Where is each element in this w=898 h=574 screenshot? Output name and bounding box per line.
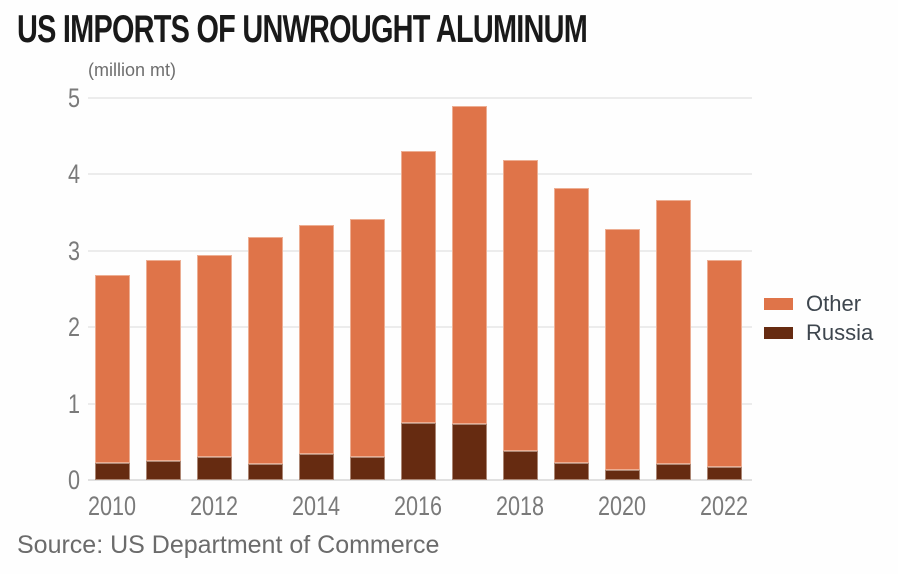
- bar-group-2011: [146, 259, 181, 480]
- chart-title: US IMPORTS OF UNWROUGHT ALUMINUM: [17, 8, 787, 52]
- bar-segment-russia: [605, 470, 640, 480]
- x-axis-tick-label: 2014: [272, 492, 362, 520]
- x-axis-tick-label: 2012: [170, 492, 260, 520]
- bar-segment-russia: [248, 463, 283, 480]
- bar-segment-russia: [452, 424, 487, 480]
- bar-segment-other: [197, 254, 232, 458]
- bar-segment-russia: [350, 457, 385, 480]
- bar-group-2016: [401, 151, 436, 480]
- y-axis-tick-text: 4: [67, 159, 80, 190]
- y-axis-tick-text: 2: [67, 312, 80, 343]
- x-axis-tick-label: 2018: [476, 492, 566, 520]
- bar-segment-other: [95, 275, 130, 464]
- bar-segment-russia: [299, 454, 334, 480]
- bar-segment-other: [452, 105, 487, 425]
- bar-segment-other: [707, 259, 742, 467]
- x-axis-tick-text: 2022: [700, 491, 749, 521]
- y-axis-unit-label: (million mt): [88, 60, 176, 80]
- y-axis-tick-text: 1: [67, 388, 80, 419]
- gridline-y5: [88, 97, 752, 99]
- x-axis-tick-text: 2020: [598, 491, 647, 521]
- chart-title-text: US IMPORTS OF UNWROUGHT ALUMINUM: [17, 8, 588, 51]
- bar-segment-russia: [707, 466, 742, 480]
- bar-group-2014: [299, 224, 334, 480]
- y-axis-tick-label: 1: [30, 389, 80, 419]
- x-axis-tick-text: 2014: [292, 491, 341, 521]
- bar-segment-other: [503, 159, 538, 451]
- x-axis-tick-text: 2010: [88, 491, 137, 521]
- x-axis-tick-label: 2020: [578, 492, 668, 520]
- bar-group-2021: [656, 200, 691, 480]
- bar-segment-other: [656, 200, 691, 464]
- gridline-y0: [88, 479, 752, 481]
- legend: Other Russia: [764, 291, 874, 345]
- legend-item-russia: Russia: [764, 320, 874, 345]
- source-note: Source: US Department of Commerce: [17, 531, 440, 559]
- bar-group-2013: [248, 237, 283, 480]
- bar-group-2017: [452, 105, 487, 480]
- bar-segment-other: [299, 224, 334, 454]
- bar-segment-other: [248, 237, 283, 464]
- bar-group-2020: [605, 228, 640, 480]
- x-axis-tick-text: 2016: [394, 491, 443, 521]
- bar-segment-russia: [146, 460, 181, 480]
- legend-item-other: Other: [764, 291, 873, 316]
- bar-segment-other: [554, 188, 589, 464]
- bar-segment-other: [350, 219, 385, 458]
- bar-segment-other: [401, 151, 436, 424]
- y-axis-tick-text: 5: [67, 83, 80, 113]
- y-axis-tick-text: 3: [67, 235, 80, 266]
- bar-group-2019: [554, 188, 589, 480]
- bar-segment-other: [146, 259, 181, 461]
- bar-group-2015: [350, 219, 385, 480]
- x-axis-tick-label: 2016: [374, 492, 464, 520]
- x-axis-tick-text: 2018: [496, 491, 545, 521]
- bar-group-2010: [95, 275, 130, 480]
- x-axis-tick-label: 2010: [68, 492, 158, 520]
- bar-segment-other: [605, 228, 640, 471]
- y-axis-tick-label: 4: [30, 159, 80, 189]
- legend-label: Other: [806, 291, 862, 316]
- y-axis-tick-label: 5: [30, 83, 80, 113]
- bar-group-2012: [197, 254, 232, 480]
- y-axis-tick-label: 0: [30, 465, 80, 495]
- y-axis-tick-text: 0: [67, 465, 80, 495]
- x-axis-tick-text: 2012: [190, 491, 239, 521]
- bar-group-2018: [503, 159, 538, 480]
- legend-label: Russia: [806, 320, 874, 345]
- bar-group-2022: [707, 259, 742, 480]
- bar-segment-russia: [554, 463, 589, 480]
- legend-swatch-russia: [764, 327, 793, 339]
- y-axis-tick-label: 2: [30, 312, 80, 342]
- bar-segment-russia: [95, 463, 130, 480]
- bar-segment-russia: [401, 423, 436, 480]
- y-axis-tick-label: 3: [30, 236, 80, 266]
- bar-segment-russia: [197, 457, 232, 480]
- bar-segment-russia: [656, 463, 691, 480]
- x-axis-tick-label: 2022: [680, 492, 770, 520]
- legend-swatch-other: [764, 298, 793, 310]
- bar-segment-russia: [503, 450, 538, 480]
